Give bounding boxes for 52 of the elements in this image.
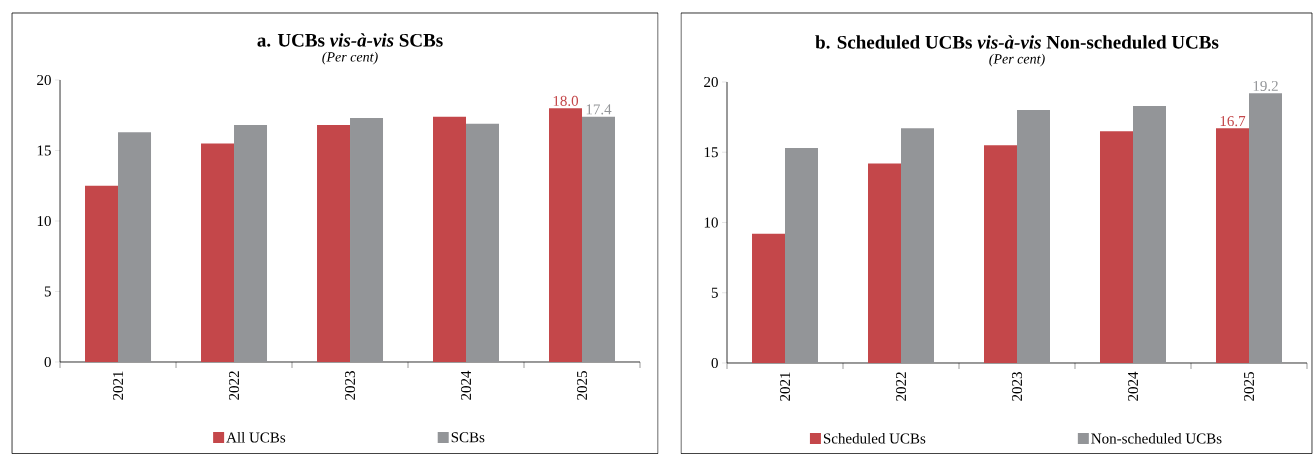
bar bbox=[868, 163, 902, 363]
x-tick-label: 2024 bbox=[460, 370, 472, 400]
bar bbox=[1100, 131, 1133, 363]
data-label: 19.2 bbox=[1253, 80, 1278, 92]
bar bbox=[350, 118, 384, 362]
x-tick-label: 2023 bbox=[1011, 372, 1023, 401]
y-tick-label: 10 bbox=[704, 217, 718, 228]
bar bbox=[1249, 93, 1282, 363]
x-tick-label: 2021 bbox=[779, 372, 791, 401]
x-tick-label: 2025 bbox=[1243, 372, 1255, 401]
bar bbox=[582, 116, 615, 362]
x-tick-label: 2021 bbox=[112, 371, 124, 400]
x-tick-label: 2025 bbox=[576, 371, 588, 400]
legend-label: SCBs bbox=[451, 432, 485, 443]
x-tick-label: 2022 bbox=[228, 371, 240, 400]
y-tick-label: 15 bbox=[37, 145, 51, 156]
chart-subtitle: (Per cent) bbox=[989, 53, 1045, 67]
data-label: 18.0 bbox=[553, 95, 579, 106]
bar bbox=[1216, 128, 1249, 363]
x-tick-label: 2022 bbox=[895, 372, 907, 401]
bar bbox=[901, 128, 934, 363]
chart-title: b. Scheduled UCBs vis-à-vis Non-scheduled UCBs bbox=[815, 35, 1219, 49]
legend-label: Scheduled UCBs bbox=[823, 433, 926, 444]
y-tick-label: 5 bbox=[711, 287, 718, 298]
bar bbox=[234, 125, 268, 362]
data-label: 17.4 bbox=[586, 104, 612, 115]
x-tick-label: 2023 bbox=[344, 371, 356, 400]
x-tick-label: 2024 bbox=[1127, 371, 1139, 401]
chart-title: a. UCBs vis-à-vis SCBs bbox=[257, 33, 443, 47]
legend-label: All UCBs bbox=[226, 432, 286, 443]
y-tick-label: 20 bbox=[704, 76, 718, 88]
bar bbox=[466, 123, 500, 362]
y-tick-label: 0 bbox=[711, 357, 718, 369]
bar bbox=[1133, 105, 1166, 363]
bar bbox=[433, 116, 467, 362]
legend-label: Non-scheduled UCBs bbox=[1091, 433, 1222, 444]
data-label: 16.7 bbox=[1220, 116, 1246, 127]
y-tick-label: 15 bbox=[704, 147, 718, 158]
bar bbox=[1017, 110, 1050, 363]
y-tick-label: 10 bbox=[37, 215, 51, 227]
chart-subtitle: (Per cent) bbox=[322, 51, 378, 65]
y-tick-label: 5 bbox=[44, 286, 51, 297]
bar bbox=[201, 143, 235, 362]
bar bbox=[317, 125, 351, 362]
bar bbox=[85, 185, 119, 362]
y-tick-label: 0 bbox=[44, 356, 51, 368]
bar bbox=[752, 233, 786, 363]
bar bbox=[984, 145, 1017, 363]
bar bbox=[785, 148, 819, 363]
bar bbox=[549, 108, 583, 362]
y-tick-label: 20 bbox=[37, 74, 51, 86]
bar bbox=[118, 132, 152, 362]
